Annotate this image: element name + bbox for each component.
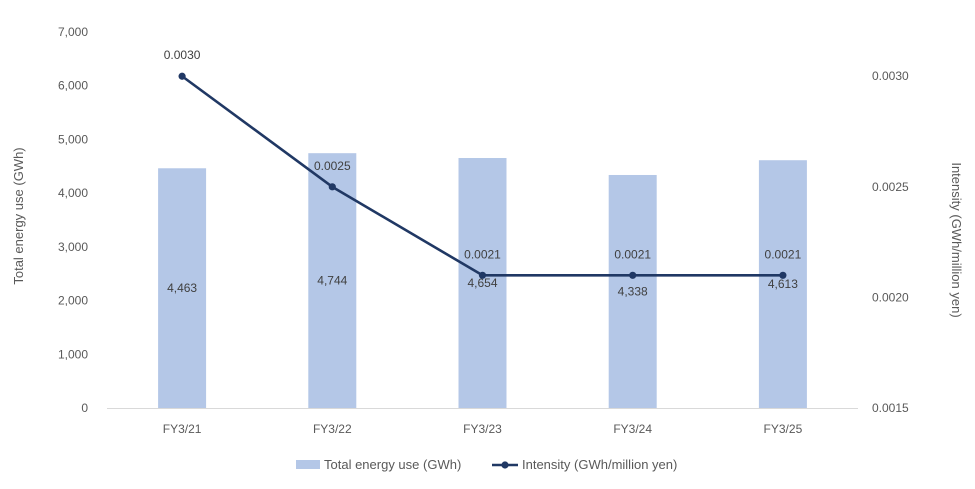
bar-data-label: 4,744 [317, 274, 347, 288]
y-left-tick-label: 3,000 [58, 240, 88, 254]
y-right-tick-label: 0.0030 [872, 69, 909, 83]
line-data-label: 0.0021 [614, 247, 651, 261]
line-data-label: 0.0025 [314, 159, 351, 173]
y-left-tick-label: 7,000 [58, 25, 88, 39]
x-tick-label: FY3/23 [463, 422, 502, 436]
bar-FY3/25 [758, 160, 807, 408]
y-right-tick-label: 0.0020 [872, 290, 909, 304]
bar-data-label: 4,613 [768, 277, 798, 291]
legend-swatch-energy [296, 460, 320, 469]
x-tick-label: FY3/22 [313, 422, 352, 436]
y-left-axis-title: Total energy use (GWh) [11, 147, 26, 284]
y-right-axis-title: Intensity (GWh/million yen) [949, 162, 964, 317]
legend-marker-intensity [501, 461, 509, 469]
y-left-tick-label: 0 [81, 401, 88, 415]
line-data-label: 0.0021 [464, 247, 501, 261]
y-left-tick-label: 4,000 [58, 186, 88, 200]
y-left-tick-label: 1,000 [58, 347, 88, 361]
bar-FY3/24 [608, 174, 657, 408]
bar-data-label: 4,463 [167, 281, 197, 295]
legend-label-intensity: Intensity (GWh/million yen) [522, 457, 677, 472]
bar-data-label: 4,654 [467, 276, 497, 290]
y-left-tick-label: 2,000 [58, 294, 88, 308]
y-left-tick-label: 5,000 [58, 132, 88, 146]
bar-FY3/21 [158, 168, 207, 408]
intensity-point-FY3/22 [328, 183, 336, 191]
intensity-point-FY3/25 [779, 271, 787, 279]
x-tick-label: FY3/24 [613, 422, 652, 436]
legend-label-energy: Total energy use (GWh) [324, 457, 461, 472]
intensity-point-FY3/21 [178, 72, 186, 80]
line-data-label: 0.0021 [765, 247, 802, 261]
x-tick-label: FY3/25 [764, 422, 803, 436]
bar-FY3/23 [458, 158, 507, 408]
y-left-tick-label: 6,000 [58, 79, 88, 93]
y-right-tick-label: 0.0015 [872, 401, 909, 415]
bar-data-label: 4,338 [618, 284, 648, 298]
intensity-point-FY3/23 [478, 271, 487, 279]
y-right-tick-label: 0.0025 [872, 180, 909, 194]
intensity-point-FY3/24 [629, 271, 637, 279]
x-tick-label: FY3/21 [163, 422, 202, 436]
line-data-label: 0.0030 [164, 48, 201, 62]
